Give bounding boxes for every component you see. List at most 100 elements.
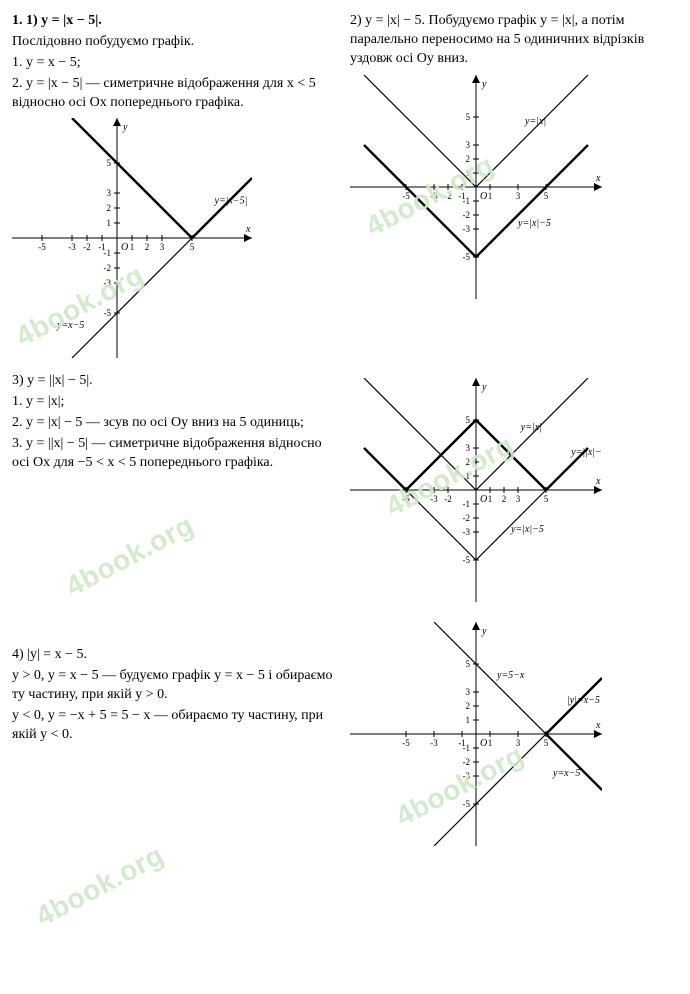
problem-2-text: 2) y = |x| − 5. Побудуємо графік y = |x|… [350,12,678,69]
problem-1: 1. 1) y = |x − 5|. Послідовно побудуємо … [12,12,340,358]
svg-text:5: 5 [544,191,549,201]
svg-text:y: y [122,122,128,133]
svg-text:y=||x|−5|: y=||x|−5| [570,447,602,458]
svg-text:3: 3 [466,687,471,697]
svg-text:2: 2 [502,494,507,504]
svg-text:-3: -3 [68,242,76,252]
svg-text:5: 5 [466,659,471,669]
svg-text:-5: -5 [104,308,112,318]
svg-text:1: 1 [107,218,112,228]
chart-2: -5-3-2-1135-5-3-2-11235Oxyy=|x|y=|x|−5 [350,75,602,299]
problem-1-heading: 1. 1) y = |x − 5|. [12,13,102,28]
svg-text:-2: -2 [104,263,112,273]
svg-text:x: x [595,720,601,731]
svg-text:y=5−x: y=5−x [496,670,525,681]
svg-text:-5: -5 [402,494,410,504]
problem-1-text: 1. 1) y = |x − 5|. Послідовно побудуємо … [12,12,340,112]
svg-text:y: y [481,382,487,393]
problem-1-line: 1. y = x − 5; [12,54,340,73]
svg-text:-2: -2 [463,757,471,767]
svg-text:3: 3 [516,494,521,504]
svg-text:-1: -1 [463,196,471,206]
svg-text:-5: -5 [463,555,471,565]
svg-text:y=|x|−5: y=|x|−5 [510,524,544,535]
svg-text:-1: -1 [463,499,471,509]
problem-3-chart-col: -5-3-21235-5-3-2-11235Oxyy=|x|y=|x|−5y=|… [350,372,678,602]
svg-text:1: 1 [488,191,493,201]
svg-text:y=|x|: y=|x| [524,116,546,127]
problem-2-heading: 2) y = |x| − 5. Побудуємо графік y = |x|… [350,12,678,69]
svg-text:1: 1 [466,715,471,725]
problem-3-heading: 3) y = ||x| − 5|. [12,372,340,391]
svg-text:3: 3 [107,188,112,198]
problem-4-heading: 4) |y| = x − 5. [12,646,340,665]
svg-text:3: 3 [160,242,165,252]
svg-text:5: 5 [544,738,549,748]
problem-3-line: 2. y = |x| − 5 — зсув по осі Oy вниз на … [12,414,340,433]
svg-text:-5: -5 [463,799,471,809]
chart-1: -5-3-2-11235-5-3-2-11235Oxyy=x−5y=|x−5| [12,118,252,358]
problem-4-line: y > 0, y = x − 5 — будуємо графік y = x … [12,667,340,705]
svg-text:-5: -5 [402,738,410,748]
problem-4-line: y < 0, y = −x + 5 = 5 − x — обираємо ту … [12,707,340,745]
svg-text:3: 3 [516,191,521,201]
svg-text:x: x [595,476,601,487]
problem-1-line: Послідовно побудуємо графік. [12,33,340,52]
problem-3-line: 1. y = |x|; [12,393,340,412]
svg-text:-1: -1 [463,743,471,753]
svg-text:-3: -3 [430,191,438,201]
svg-text:-3: -3 [104,278,112,288]
svg-text:y: y [481,626,487,637]
svg-text:5: 5 [466,112,471,122]
svg-text:O: O [121,242,128,253]
svg-text:3: 3 [466,140,471,150]
row-problems-1-2: 1. 1) y = |x − 5|. Послідовно побудуємо … [12,12,678,358]
svg-text:3: 3 [466,443,471,453]
problem-1-line: 2. y = |x − 5| — симетричне відображення… [12,75,340,113]
svg-text:O: O [480,494,487,505]
svg-text:O: O [480,191,487,202]
svg-text:-5: -5 [463,252,471,262]
svg-text:-2: -2 [444,494,452,504]
svg-text:-2: -2 [463,513,471,523]
svg-text:y=|x|: y=|x| [520,422,542,433]
svg-text:1: 1 [488,738,493,748]
svg-text:1: 1 [488,494,493,504]
svg-text:-2: -2 [444,191,452,201]
svg-text:y=|x−5|: y=|x−5| [214,196,248,207]
watermark: 4book.org [31,839,169,933]
svg-text:x: x [245,224,251,235]
problem-4-chart-col: -5-3-1135-5-3-2-11235Oxyy=x−5y=5−x|y|=x−… [350,616,678,846]
svg-text:2: 2 [145,242,150,252]
svg-text:-2: -2 [463,210,471,220]
svg-text:|y|=x−5: |y|=x−5 [567,696,600,707]
row-problem-4: 4) |y| = x − 5. y > 0, y = x − 5 — будує… [12,616,678,846]
problem-3-text: 3) y = ||x| − 5|. 1. y = |x|; 2. y = |x|… [12,372,340,602]
svg-text:2: 2 [107,203,112,213]
svg-text:-3: -3 [463,527,471,537]
chart-4: -5-3-1135-5-3-2-11235Oxyy=x−5y=5−x|y|=x−… [350,622,602,846]
svg-text:5: 5 [190,242,195,252]
svg-text:5: 5 [544,494,549,504]
problem-2: 2) y = |x| − 5. Побудуємо графік y = |x|… [350,12,678,358]
svg-text:y: y [481,79,487,90]
svg-text:-5: -5 [402,191,410,201]
svg-text:-5: -5 [38,242,46,252]
svg-text:O: O [480,738,487,749]
svg-text:3: 3 [516,738,521,748]
svg-text:1: 1 [130,242,135,252]
svg-text:-3: -3 [463,224,471,234]
svg-text:2: 2 [466,154,471,164]
svg-text:-3: -3 [430,738,438,748]
svg-text:-3: -3 [463,771,471,781]
svg-text:-1: -1 [104,248,112,258]
svg-text:2: 2 [466,701,471,711]
svg-text:5: 5 [466,415,471,425]
svg-text:x: x [595,173,601,184]
row-problem-3: 3) y = ||x| − 5|. 1. y = |x|; 2. y = |x|… [12,372,678,602]
svg-text:y=x−5: y=x−5 [552,768,580,779]
svg-text:2: 2 [466,457,471,467]
problem-3-line: 3. y = ||x| − 5| — симетричне відображен… [12,435,340,473]
svg-text:-2: -2 [83,242,91,252]
svg-text:5: 5 [107,158,112,168]
